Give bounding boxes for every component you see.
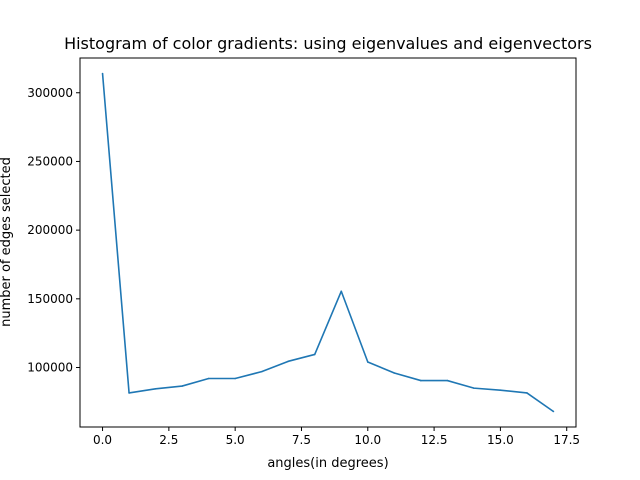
data-point xyxy=(234,377,236,380)
data-point xyxy=(181,385,183,387)
y-axis-label: number of edges selected xyxy=(0,157,14,327)
data-point xyxy=(207,377,210,380)
data-point xyxy=(260,370,263,373)
data-point xyxy=(287,360,290,363)
data-point xyxy=(366,361,369,363)
series-layer xyxy=(101,72,555,413)
x-axis-label: angles(in degrees) xyxy=(267,456,388,471)
y-tick-label: 150000 xyxy=(27,292,73,306)
y-tick-label: 250000 xyxy=(27,154,73,168)
x-tick-label: 5.0 xyxy=(226,433,245,447)
x-tick-label: 10.0 xyxy=(354,433,381,447)
data-point xyxy=(446,379,449,382)
x-tick-label: 15.0 xyxy=(487,433,514,447)
x-tick-label: 0.0 xyxy=(93,433,112,447)
data-point xyxy=(473,387,475,389)
y-tick-label: 100000 xyxy=(27,361,73,375)
data-point xyxy=(420,379,422,382)
y-tick-label: 300000 xyxy=(27,86,73,100)
data-point xyxy=(552,410,555,413)
x-axis-ticks: 0.0 2.5 5.0 7.5 10.0 12.5 15.0 17.5 xyxy=(93,427,580,447)
series-line xyxy=(101,73,554,413)
x-tick-label: 17.5 xyxy=(553,433,580,447)
data-point xyxy=(154,388,157,390)
data-point xyxy=(313,353,316,356)
data-point xyxy=(340,290,343,293)
data-point xyxy=(128,392,130,394)
plot-area-frame xyxy=(79,57,577,428)
y-axis-ticks: 100000 150000 200000 250000 300000 xyxy=(27,86,80,375)
x-tick-label: 12.5 xyxy=(421,433,448,447)
y-tick-label: 200000 xyxy=(27,223,73,237)
data-point xyxy=(101,72,104,75)
data-point xyxy=(526,392,528,394)
data-point xyxy=(393,372,396,374)
x-tick-label: 7.5 xyxy=(292,433,311,447)
chart-title: Histogram of color gradients: using eige… xyxy=(64,34,592,53)
x-tick-label: 2.5 xyxy=(159,433,178,447)
data-point xyxy=(499,389,502,391)
